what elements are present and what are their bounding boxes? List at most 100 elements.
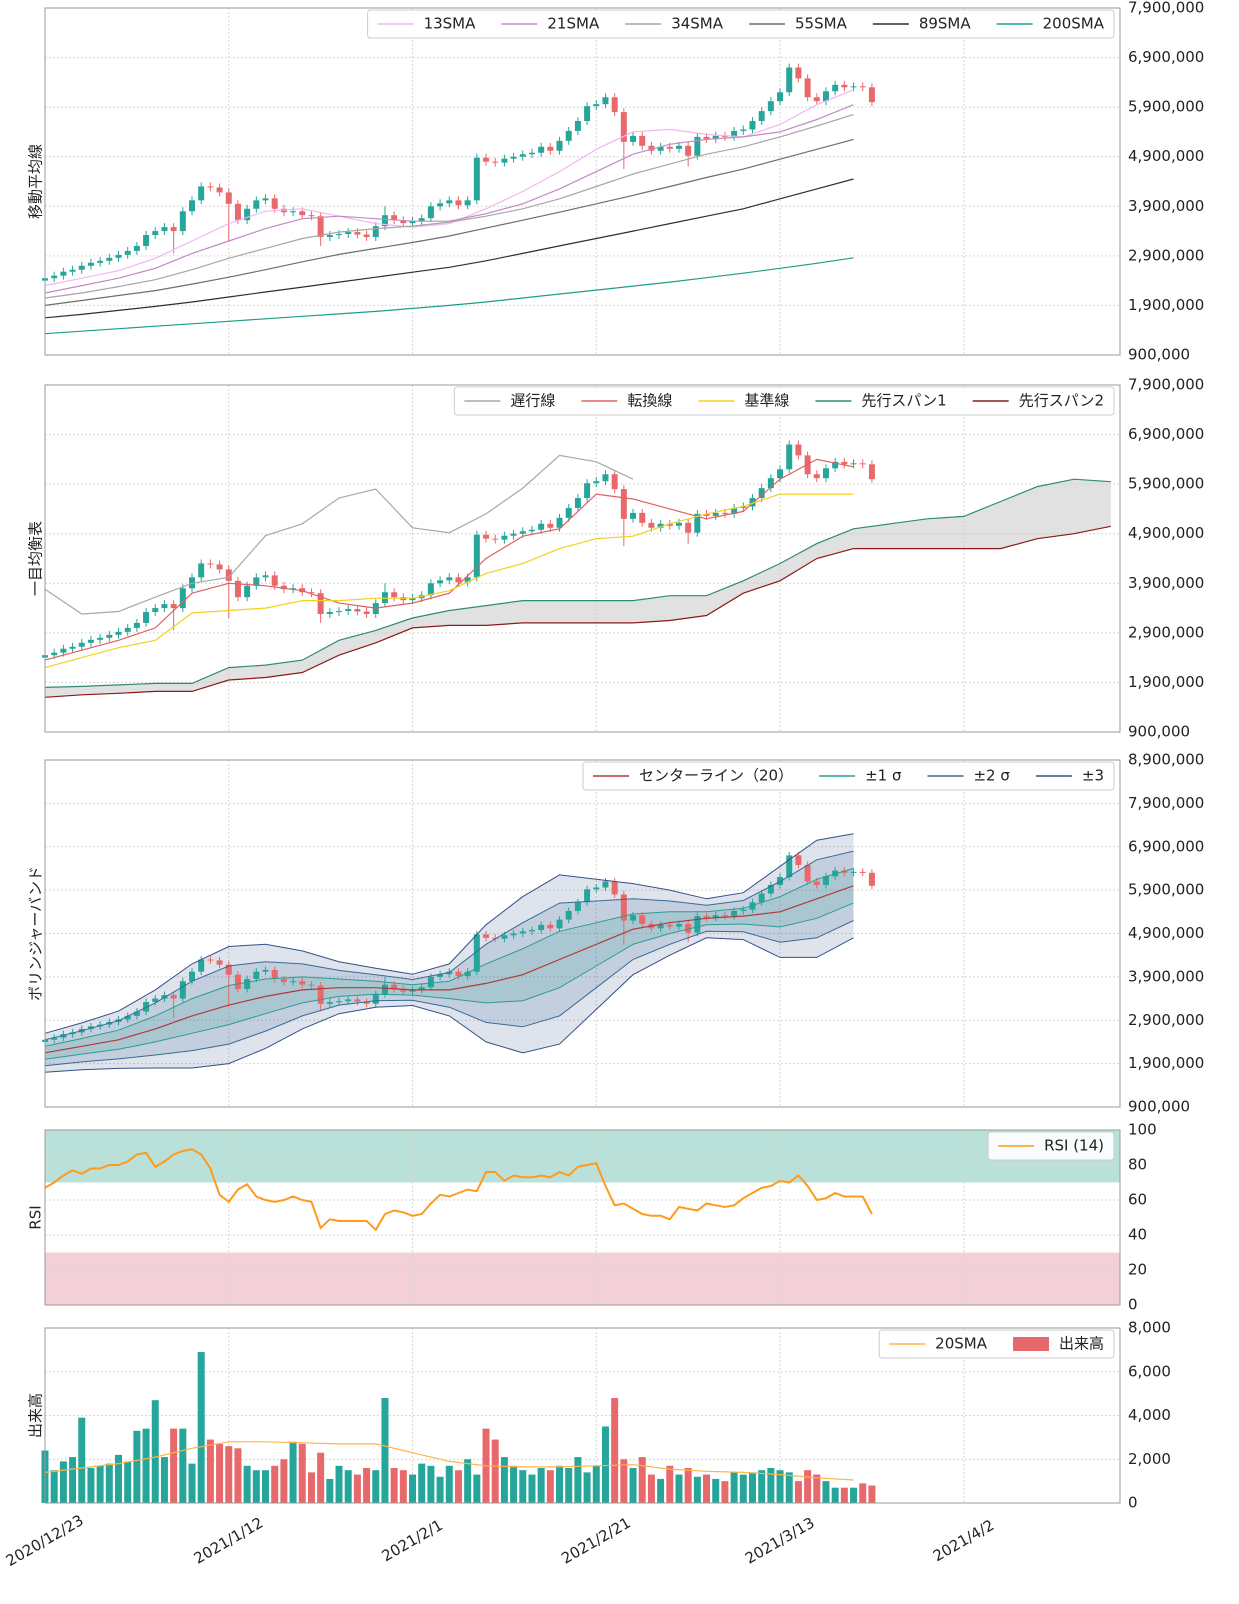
legend-box (453, 386, 1115, 416)
volume-bar (620, 1459, 628, 1503)
candle-body (868, 87, 875, 103)
volume-bar (647, 1474, 655, 1503)
candle-body (593, 887, 600, 890)
candle-body (492, 538, 499, 540)
volume-bar (390, 1468, 398, 1503)
volume-bar (344, 1470, 352, 1503)
volume-bar (280, 1459, 288, 1503)
candle-body (868, 872, 875, 886)
volume-bar (464, 1459, 472, 1503)
candle-body (427, 583, 434, 596)
candle-body (712, 915, 719, 918)
volume-bar (142, 1428, 150, 1503)
legend-label: 転換線 (627, 392, 672, 410)
legend-label: ±2 σ (973, 767, 1010, 785)
candle-body (87, 1026, 94, 1029)
candle-body (133, 245, 140, 251)
zone (45, 1130, 1120, 1183)
candle-body (143, 612, 150, 623)
volume-bar (804, 1470, 812, 1503)
legend-swatch (1012, 1337, 1049, 1351)
sma-line (44, 178, 854, 319)
candle-body (143, 1002, 150, 1012)
y-tick-label: 4,000 (1128, 1406, 1171, 1424)
volume-bar (491, 1439, 499, 1503)
candle-body (574, 121, 581, 131)
candle-body (731, 130, 738, 137)
y-tick-label: 2,900,000 (1128, 623, 1204, 641)
candle-body (721, 915, 728, 917)
candle-body (234, 203, 241, 221)
candle-body (198, 563, 205, 578)
volume-bar (353, 1474, 361, 1503)
candle-body (519, 154, 526, 157)
candle-body (822, 876, 829, 885)
candle-body (244, 585, 251, 598)
legend: 13SMA 21SMA 34SMA 55SMA 89SMA 200SMA (367, 9, 1115, 39)
volume-bar (335, 1465, 343, 1503)
candle-body (170, 227, 177, 232)
candle-body (391, 215, 398, 221)
candle-body (391, 984, 398, 990)
band-line (44, 867, 854, 1047)
volume-bar (326, 1478, 334, 1503)
candle-body (115, 631, 122, 635)
candle-body (639, 512, 646, 523)
volume-bar (59, 1461, 67, 1503)
candle-body (372, 226, 379, 238)
candle-body (326, 612, 333, 615)
volume-bar (556, 1465, 564, 1503)
candle-body (675, 522, 682, 526)
candle-body (786, 67, 793, 93)
legend-label: 34SMA (671, 15, 724, 33)
volume-bar (124, 1461, 132, 1503)
y-tick-label: 5,900,000 (1128, 475, 1204, 493)
candle-body (207, 186, 214, 188)
volume-bar (510, 1465, 518, 1503)
ichimoku-line (44, 454, 634, 615)
candle-body (418, 987, 425, 990)
y-tick-label: 4,900,000 (1128, 924, 1204, 942)
candle-body (354, 609, 361, 612)
candle-body (519, 531, 526, 534)
candle-body (253, 971, 260, 980)
candle-body (464, 577, 471, 583)
volume-bar (721, 1481, 729, 1503)
y-tick-label: 40 (1128, 1226, 1147, 1244)
y-tick-label: 1,900,000 (1128, 673, 1204, 691)
volume-bar (399, 1470, 407, 1503)
y-tick-label: 6,900,000 (1128, 837, 1204, 855)
candle-body (115, 254, 122, 258)
candle-body (859, 86, 866, 88)
volume-bar (868, 1485, 876, 1503)
candle-body (694, 136, 701, 156)
candle-body (427, 206, 434, 219)
volume-bar (151, 1400, 159, 1503)
y-tick-label: 900,000 (1128, 346, 1190, 364)
candle-body (630, 512, 637, 519)
sma-line (44, 89, 854, 287)
candle-body (234, 580, 241, 598)
candle-body (299, 211, 306, 216)
candle-body (740, 506, 747, 508)
candle-body (225, 569, 232, 581)
candle-body (758, 111, 765, 122)
candle-body (510, 933, 517, 936)
candle-body (345, 232, 352, 235)
legend-label: RSI (14) (1044, 1137, 1104, 1155)
volume-bar (574, 1457, 582, 1503)
candle-body (363, 611, 370, 615)
volume-bar (537, 1468, 545, 1503)
y-tick-label: 8,000 (1128, 1319, 1171, 1337)
volume-bar (50, 1470, 58, 1503)
candle-body (418, 218, 425, 222)
legend-label: 13SMA (424, 15, 477, 33)
rsi-line (44, 1148, 873, 1232)
x-tick-label: 2021/4/2 (930, 1516, 997, 1565)
y-tick-label: 900,000 (1128, 723, 1190, 741)
candle-body (620, 894, 627, 921)
candle-body (483, 157, 490, 162)
volume-bar (271, 1465, 279, 1503)
candle-body (685, 923, 692, 933)
candle-body (234, 974, 241, 990)
